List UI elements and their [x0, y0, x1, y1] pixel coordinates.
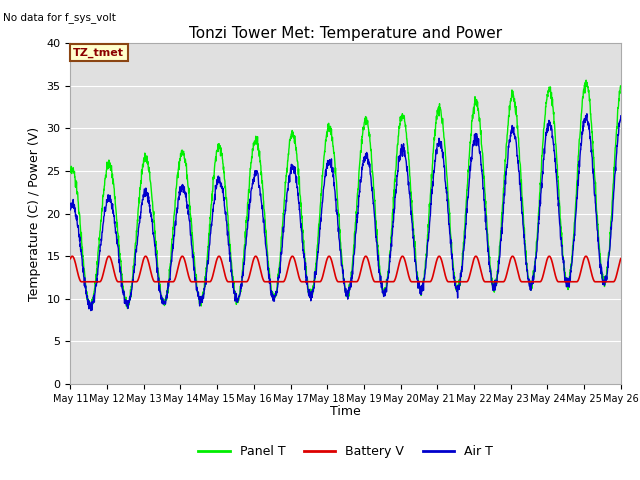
Title: Tonzi Tower Met: Temperature and Power: Tonzi Tower Met: Temperature and Power — [189, 25, 502, 41]
X-axis label: Time: Time — [330, 405, 361, 418]
Text: TZ_tmet: TZ_tmet — [74, 48, 124, 58]
Y-axis label: Temperature (C) / Power (V): Temperature (C) / Power (V) — [28, 127, 41, 300]
Text: No data for f_sys_volt: No data for f_sys_volt — [3, 12, 116, 23]
Legend: Panel T, Battery V, Air T: Panel T, Battery V, Air T — [193, 440, 498, 463]
